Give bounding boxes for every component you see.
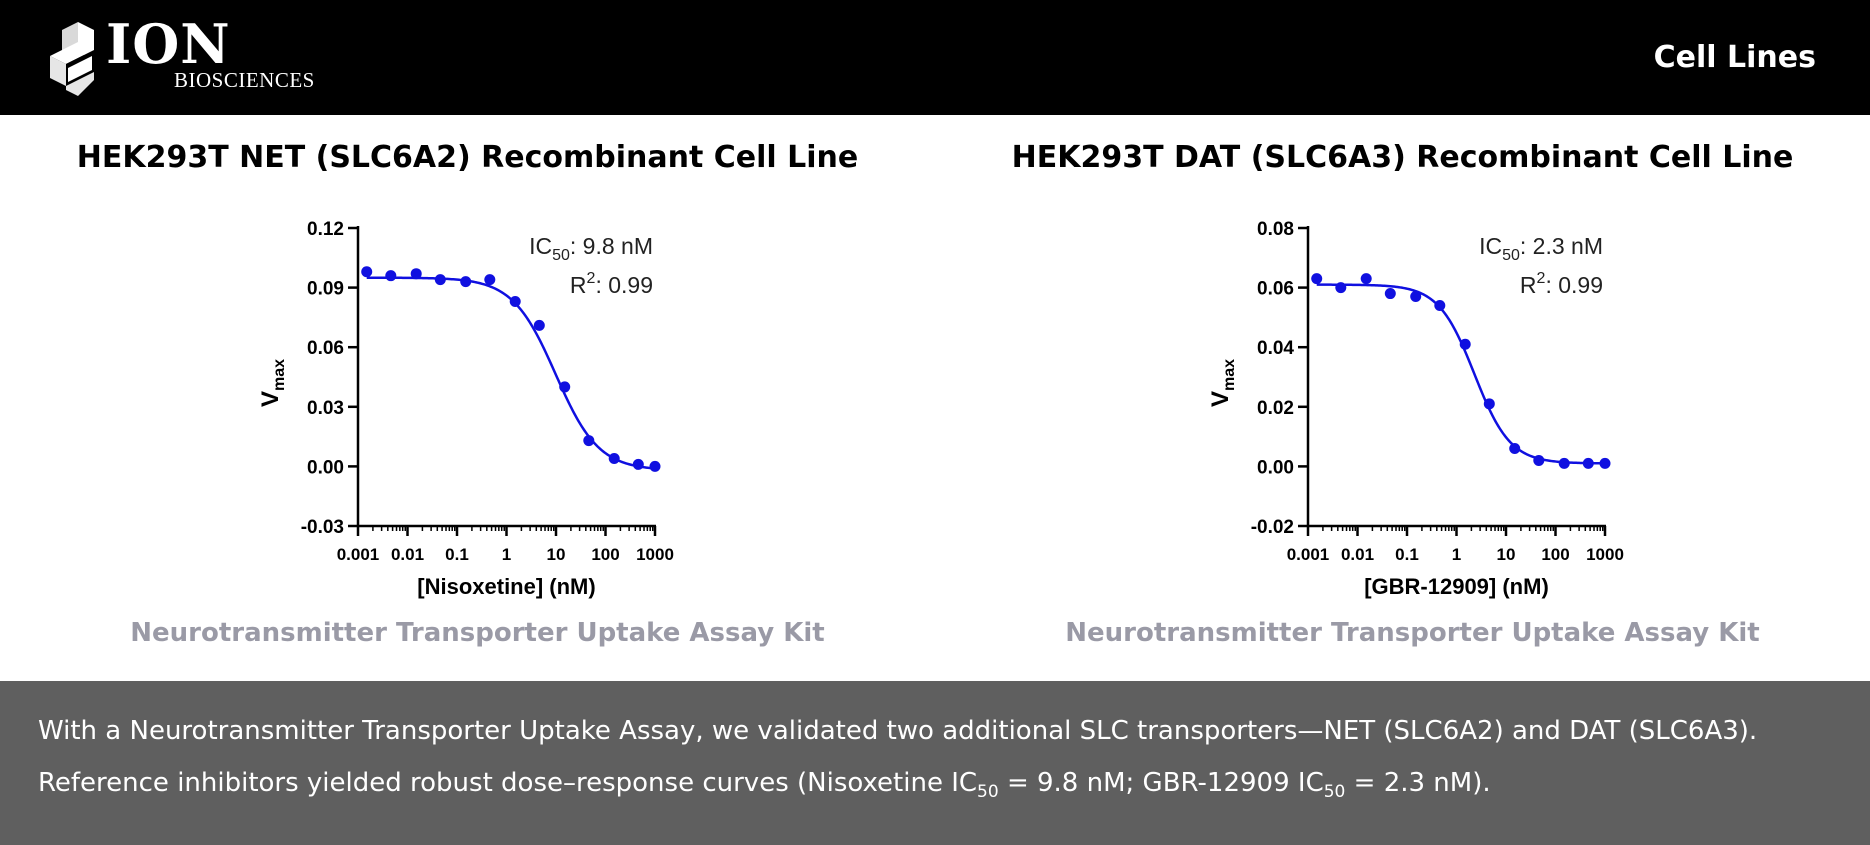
ion-biosciences-logo[interactable]: ION BIOSCIENCES bbox=[48, 12, 314, 98]
x-tick-label: 0.001 bbox=[1287, 545, 1330, 564]
x-tick-label: 0.1 bbox=[1395, 545, 1419, 564]
data-point bbox=[1599, 457, 1611, 469]
logo-wordmark: ION bbox=[106, 12, 231, 76]
data-point bbox=[1459, 338, 1471, 350]
r2-prefix: R bbox=[570, 272, 587, 298]
data-point bbox=[1582, 457, 1594, 469]
data-point bbox=[484, 274, 496, 286]
ic50-value: : 9.8 nM bbox=[570, 233, 653, 259]
data-point bbox=[1533, 454, 1545, 466]
footer-line-1: With a Neurotransmitter Transporter Upta… bbox=[38, 716, 1758, 746]
fit-curve bbox=[366, 276, 656, 470]
logo-subtext: BIOSCIENCES bbox=[174, 68, 315, 92]
data-point bbox=[385, 270, 397, 282]
y-tick-label: 0.03 bbox=[307, 398, 344, 419]
data-point bbox=[509, 296, 521, 308]
data-point bbox=[460, 276, 472, 288]
r2-value: : 0.99 bbox=[1545, 272, 1603, 298]
ic50-sub: 50 bbox=[552, 247, 570, 264]
chart-net-dose-response: -0.03 0.00 0.03 0.06 0.09 0.12 0.001 0.01 0.1 1 10… bbox=[257, 219, 674, 599]
y-tick-label: 0.06 bbox=[307, 338, 344, 359]
data-point bbox=[1335, 282, 1347, 294]
footer-line-2: Reference inhibitors yielded robust dose… bbox=[38, 768, 1491, 803]
data-point bbox=[410, 268, 422, 280]
x-axis-label: [GBR-12909] (nM) bbox=[1364, 574, 1549, 599]
y-tick-label: 0.08 bbox=[1257, 219, 1294, 240]
data-point bbox=[608, 452, 620, 464]
x-tick-label: 1000 bbox=[1586, 545, 1624, 564]
y-axis-label-main: V bbox=[257, 391, 284, 407]
footer-summary: With a Neurotransmitter Transporter Upta… bbox=[0, 681, 1870, 845]
y-axis-label-sub: max bbox=[1221, 359, 1238, 391]
x-tick-label: 100 bbox=[591, 545, 619, 564]
y-tick-label: 0.00 bbox=[1257, 457, 1294, 478]
header-bar: ION BIOSCIENCES Cell Lines bbox=[0, 0, 1870, 115]
x-tick-label: 0.01 bbox=[391, 545, 424, 564]
x-tick-label: 100 bbox=[1541, 545, 1569, 564]
y-tick-label: 0.04 bbox=[1257, 338, 1294, 359]
data-point bbox=[1434, 299, 1446, 311]
x-tick-label: 1 bbox=[502, 545, 511, 564]
y-axis-label-sub: max bbox=[271, 359, 288, 391]
data-point bbox=[1384, 288, 1396, 300]
ic50-sub: 50 bbox=[1502, 247, 1520, 264]
x-tick-label: 0.1 bbox=[445, 545, 469, 564]
data-point bbox=[583, 435, 595, 447]
ic50-value: : 2.3 nM bbox=[1520, 233, 1603, 259]
x-tick-label: 0.001 bbox=[337, 545, 380, 564]
y-tick-label: 0.06 bbox=[1257, 279, 1294, 300]
r2-sup: 2 bbox=[587, 270, 596, 287]
ic50-prefix: IC bbox=[529, 233, 552, 259]
data-point bbox=[533, 319, 545, 331]
ic50-annotation: IC50: 2.3 nM bbox=[1479, 233, 1603, 264]
chart-dat-dose-response: -0.02 0.00 0.02 0.04 0.06 0.08 0.001 0.01 0.1 1 10… bbox=[1207, 219, 1624, 599]
r2-value: : 0.99 bbox=[595, 272, 653, 298]
y-tick-label: 0.09 bbox=[307, 279, 344, 300]
data-point bbox=[559, 381, 571, 393]
x-tick-label: 10 bbox=[547, 545, 566, 564]
data-point bbox=[361, 266, 373, 278]
kit-label-net[interactable]: Neurotransmitter Transporter Uptake Assa… bbox=[130, 618, 825, 648]
data-point bbox=[1558, 457, 1570, 469]
data-point bbox=[1360, 273, 1372, 285]
r2-annotation: R2: 0.99 bbox=[570, 270, 653, 298]
y-tick-label: 0.00 bbox=[307, 457, 344, 478]
x-tick-label: 10 bbox=[1497, 545, 1516, 564]
y-tick-label: 0.12 bbox=[307, 219, 344, 240]
x-axis-label: [Nisoxetine] (nM) bbox=[417, 574, 595, 599]
x-tick-label: 1000 bbox=[636, 545, 674, 564]
panel-title-net: HEK293T NET (SLC6A2) Recombinant Cell Li… bbox=[76, 140, 859, 175]
r2-prefix: R bbox=[1520, 272, 1537, 298]
r2-sup: 2 bbox=[1537, 270, 1546, 287]
data-point bbox=[1311, 273, 1323, 285]
y-tick-label: 0.02 bbox=[1257, 398, 1294, 419]
r2-annotation: R2: 0.99 bbox=[1520, 270, 1603, 298]
x-tick-label: 0.01 bbox=[1341, 545, 1374, 564]
logo-cube-icon bbox=[50, 22, 94, 96]
data-point bbox=[649, 460, 661, 472]
fit-curve bbox=[1316, 283, 1606, 465]
data-point bbox=[1410, 291, 1422, 303]
kit-label-dat[interactable]: Neurotransmitter Transporter Uptake Assa… bbox=[1065, 618, 1760, 648]
ic50-prefix: IC bbox=[1479, 233, 1502, 259]
y-axis-label: Vmax bbox=[1207, 359, 1238, 407]
ic50-annotation: IC50: 9.8 nM bbox=[529, 233, 653, 264]
y-tick-label: -0.03 bbox=[301, 517, 344, 538]
x-tick-label: 1 bbox=[1452, 545, 1461, 564]
panel-title-dat: HEK293T DAT (SLC6A3) Recombinant Cell Li… bbox=[1011, 140, 1794, 175]
y-axis-label-main: V bbox=[1207, 391, 1234, 407]
y-tick-label: -0.02 bbox=[1251, 517, 1294, 538]
header-title[interactable]: Cell Lines bbox=[1653, 40, 1816, 75]
y-axis-label: Vmax bbox=[257, 359, 288, 407]
data-point bbox=[434, 274, 446, 286]
data-point bbox=[632, 458, 644, 470]
data-point bbox=[1509, 443, 1521, 455]
data-point bbox=[1483, 398, 1495, 410]
